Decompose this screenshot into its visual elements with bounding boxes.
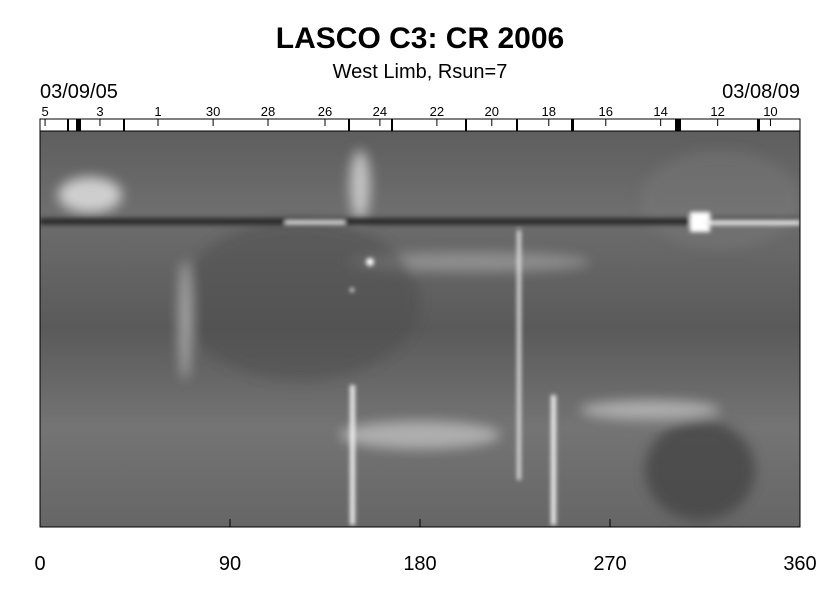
end-date: 03/08/09: [722, 81, 800, 103]
x2-tick-label: 26: [318, 104, 332, 119]
start-date: 03/09/05: [40, 81, 118, 103]
x2-tick-label: 12: [710, 104, 724, 119]
x-tick-label: 270: [593, 553, 626, 575]
x2-tick-label: 5: [41, 104, 48, 119]
x2-tick-label: 16: [599, 104, 613, 119]
x2-tick-label: 22: [430, 104, 444, 119]
data-gaps: [67, 119, 760, 131]
x-tick-label: 180: [403, 553, 436, 575]
x-tick-label: 0: [34, 553, 45, 575]
top-band: [40, 119, 800, 131]
x-tick-label: 360: [783, 553, 816, 575]
x2-tick-label: 24: [373, 104, 387, 119]
x2-tick-label: 3: [96, 104, 103, 119]
x-tick-label: 90: [219, 553, 241, 575]
x2-tick-label: 20: [485, 104, 499, 119]
chart-title: LASCO C3: CR 2006: [276, 22, 564, 55]
synoptic-image: [40, 131, 800, 527]
x2-tick-label: 18: [542, 104, 556, 119]
x2-tick-label: 10: [763, 104, 777, 119]
x2-tick-label: 14: [653, 104, 667, 119]
x2-tick-label: 1: [154, 104, 161, 119]
x2-tick-label: 28: [261, 104, 275, 119]
chart-subtitle: West Limb, Rsun=7: [333, 61, 508, 83]
x2-tick-label: 30: [206, 104, 220, 119]
